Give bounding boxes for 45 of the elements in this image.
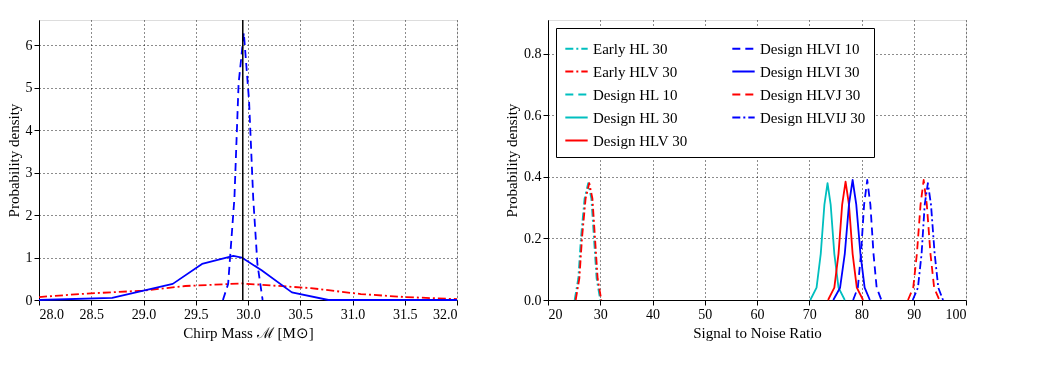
x-tick-label: 50 bbox=[698, 306, 713, 322]
x-tick-label: 29.5 bbox=[184, 306, 209, 322]
x-tick-label: 28.0 bbox=[39, 306, 64, 322]
y-axis-title: Probability density bbox=[504, 103, 520, 218]
y-tick-label: 0 bbox=[25, 292, 33, 308]
y-tick-label: 3 bbox=[25, 165, 33, 181]
legend-label: Design HLVIJ 30 bbox=[760, 109, 866, 126]
x-tick-label: 31.5 bbox=[393, 306, 418, 322]
legend-label: Design HLVI 10 bbox=[760, 40, 860, 57]
y-tick-label: 4 bbox=[25, 122, 33, 138]
x-tick-label: 20 bbox=[548, 306, 563, 322]
x-tick-label: 32.0 bbox=[433, 306, 458, 322]
y-tick-label: 5 bbox=[25, 80, 33, 96]
legend-label: Early HL 30 bbox=[593, 40, 668, 57]
y-tick-label: 2 bbox=[25, 207, 33, 223]
x-tick-label: 30.0 bbox=[236, 306, 261, 322]
legend-label: Early HLV 30 bbox=[593, 63, 678, 80]
x-axis-title: Chirp Mass ℳ [M⊙] bbox=[183, 324, 314, 341]
x-tick-label: 31.0 bbox=[340, 306, 366, 322]
x-tick-label: 30.5 bbox=[288, 306, 313, 322]
x-tick-label: 40 bbox=[646, 306, 660, 322]
x-tick-label: 29.0 bbox=[131, 306, 157, 322]
legend-label: Design HLVI 30 bbox=[760, 63, 860, 80]
legend-label: Design HL 10 bbox=[593, 86, 678, 103]
y-tick-label: 0.8 bbox=[524, 46, 542, 62]
x-axis-title: Signal to Noise Ratio bbox=[693, 324, 822, 341]
y-tick-label: 0.0 bbox=[524, 292, 542, 308]
x-tick-label: 28.5 bbox=[79, 306, 104, 322]
y-tick-label: 6 bbox=[25, 37, 33, 53]
y-tick-label: 0.6 bbox=[524, 107, 542, 123]
y-tick-label: 0.4 bbox=[524, 169, 542, 185]
x-tick-label: 80 bbox=[855, 306, 869, 322]
line-series bbox=[827, 180, 864, 301]
x-tick-label: 90 bbox=[907, 306, 922, 322]
y-tick-label: 1 bbox=[25, 250, 33, 266]
legend-label: Design HL 30 bbox=[593, 109, 678, 126]
x-tick-label: 70 bbox=[802, 306, 817, 322]
legend-label: Design HLV 30 bbox=[593, 132, 688, 149]
x-tick-label: 30 bbox=[593, 306, 608, 322]
x-tick-label: 60 bbox=[750, 306, 765, 322]
y-tick-label: 0.2 bbox=[524, 230, 542, 246]
line-series bbox=[809, 182, 846, 301]
legend-label: Design HLVJ 30 bbox=[760, 86, 861, 103]
y-axis-title: Probability density bbox=[5, 103, 22, 218]
x-tick-label: 100 bbox=[945, 306, 967, 322]
